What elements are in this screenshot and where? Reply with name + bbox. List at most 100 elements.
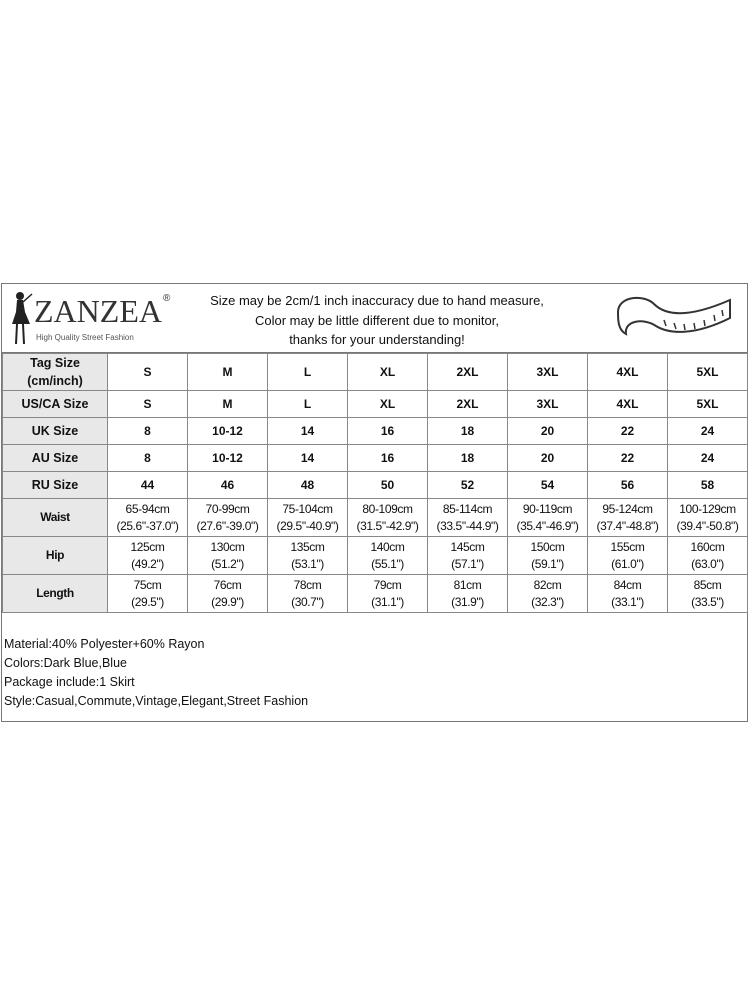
inch-value: (27.6"-39.0"): [196, 518, 259, 533]
table-cell: 78cm (30.7"): [267, 574, 348, 613]
size-header-cell: 3XL: [507, 353, 588, 391]
table-row: RU Size 44 46 48 50 52 54 56 58: [2, 471, 748, 499]
size-chart: ZANZEA® High Quality Street Fashion Size…: [1, 283, 748, 722]
cm-value: 75cm: [133, 577, 162, 592]
inch-value: (53.1"): [291, 556, 324, 571]
row-label: RU Size: [2, 471, 108, 499]
inch-value: (49.2"): [131, 556, 164, 571]
table-cell: 16: [347, 444, 428, 472]
table-cell: 85cm (33.5"): [667, 574, 748, 613]
table-cell: 16: [347, 417, 428, 445]
cm-value: 84cm: [613, 577, 642, 592]
cm-value: 82cm: [533, 577, 562, 592]
inch-value: (29.5"-40.9"): [276, 518, 339, 533]
inch-value: (31.1"): [371, 594, 404, 609]
table-cell: 90-119cm (35.4"-46.9"): [507, 498, 588, 537]
table-cell: 81cm (31.9"): [427, 574, 508, 613]
cm-value: 160cm: [690, 539, 725, 554]
table-cell: 155cm (61.0"): [587, 536, 668, 575]
table-cell: 10-12: [187, 444, 268, 472]
table-row: US/CA Size S M L XL 2XL 3XL 4XL 5XL: [2, 390, 748, 418]
table-cell: 3XL: [507, 390, 588, 418]
cm-value: 125cm: [130, 539, 165, 554]
package-text: Package include:1 Skirt: [4, 675, 135, 689]
size-header-cell: XL: [347, 353, 428, 391]
table-cell: XL: [347, 390, 428, 418]
size-header-cell: 4XL: [587, 353, 668, 391]
table-cell: 8: [107, 417, 188, 445]
table-cell: 85-114cm (33.5"-44.9"): [427, 498, 508, 537]
inch-value: (61.0"): [611, 556, 644, 571]
inch-value: (29.9"): [211, 594, 244, 609]
table-cell: 8: [107, 444, 188, 472]
table-header-row: Tag Size (cm/inch) S M L XL 2XL 3XL 4XL 5XL: [2, 353, 748, 391]
table-row: AU Size 8 10-12 14 16 18 20 22 24: [2, 444, 748, 472]
inch-value: (25.6"-37.0"): [116, 518, 179, 533]
notice-line: Size may be 2cm/1 inch inaccuracy due to…: [210, 293, 544, 308]
table-cell: 14: [267, 444, 348, 472]
size-header-cell: 5XL: [667, 353, 748, 391]
inch-value: (29.5"): [131, 594, 164, 609]
table-cell: 20: [507, 417, 588, 445]
row-label: US/CA Size: [2, 390, 108, 418]
table-cell: 44: [107, 471, 188, 499]
size-header-cell: S: [107, 353, 188, 391]
row-label: Tag Size (cm/inch): [2, 353, 108, 391]
cm-value: 155cm: [610, 539, 645, 554]
cm-value: 79cm: [373, 577, 402, 592]
chart-header: ZANZEA® High Quality Street Fashion Size…: [2, 284, 747, 353]
inch-value: (35.4"-46.9"): [516, 518, 579, 533]
inch-value: (51.2"): [211, 556, 244, 571]
material-text: Material:40% Polyester+60% Rayon: [4, 637, 205, 651]
inch-value: (37.4"-48.8"): [596, 518, 659, 533]
inch-value: (33.5"): [691, 594, 724, 609]
table-row: Hip 125cm (49.2") 130cm (51.2") 135cm (53.1") 1…: [2, 536, 748, 575]
cm-value: 140cm: [370, 539, 405, 554]
table-cell: 125cm (49.2"): [107, 536, 188, 575]
cm-value: 85-114cm: [442, 501, 493, 516]
inch-value: (30.7"): [291, 594, 324, 609]
cm-value: 80-109cm: [362, 501, 413, 516]
inch-value: (31.9"): [451, 594, 484, 609]
table-cell: 150cm (59.1"): [507, 536, 588, 575]
table-cell: 10-12: [187, 417, 268, 445]
cm-value: 78cm: [293, 577, 322, 592]
table-cell: 18: [427, 444, 508, 472]
cm-value: 95-124cm: [602, 501, 653, 516]
table-cell: 75cm (29.5"): [107, 574, 188, 613]
table-cell: 79cm (31.1"): [347, 574, 428, 613]
table-cell: 24: [667, 417, 748, 445]
size-table: Tag Size (cm/inch) S M L XL 2XL 3XL 4XL 5XL US/CA…: [2, 353, 748, 613]
cm-value: 130cm: [210, 539, 245, 554]
inch-value: (59.1"): [531, 556, 564, 571]
inch-value: (33.5"-44.9"): [436, 518, 499, 533]
table-cell: 130cm (51.2"): [187, 536, 268, 575]
size-header-cell: L: [267, 353, 348, 391]
woman-silhouette-icon: [12, 292, 33, 345]
measurement-notice: Size may be 2cm/1 inch inaccuracy due to…: [182, 291, 572, 350]
table-cell: 4XL: [587, 390, 668, 418]
table-cell: 22: [587, 417, 668, 445]
table-cell: 70-99cm (27.6"-39.0"): [187, 498, 268, 537]
table-row: UK Size 8 10-12 14 16 18 20 22 24: [2, 417, 748, 445]
table-cell: 5XL: [667, 390, 748, 418]
product-info: Material:40% Polyester+60% Rayon Colors:…: [4, 635, 747, 711]
table-cell: 95-124cm (37.4"-48.8"): [587, 498, 668, 537]
cm-value: 75-104cm: [282, 501, 333, 516]
row-label: Length: [2, 574, 108, 613]
table-cell: 22: [587, 444, 668, 472]
cm-value: 81cm: [453, 577, 482, 592]
size-header-cell: 2XL: [427, 353, 508, 391]
cm-value: 100-129cm: [679, 501, 736, 516]
row-label: AU Size: [2, 444, 108, 472]
table-cell: 14: [267, 417, 348, 445]
colors-text: Colors:Dark Blue,Blue: [4, 656, 127, 670]
table-cell: 18: [427, 417, 508, 445]
table-cell: 140cm (55.1"): [347, 536, 428, 575]
cm-value: 70-99cm: [205, 501, 250, 516]
notice-line: Color may be little different due to mon…: [255, 312, 499, 328]
table-cell: 48: [267, 471, 348, 499]
brand-name: ZANZEA: [34, 293, 162, 329]
table-cell: 145cm (57.1"): [427, 536, 508, 575]
brand-tagline: High Quality Street Fashion: [36, 333, 134, 342]
